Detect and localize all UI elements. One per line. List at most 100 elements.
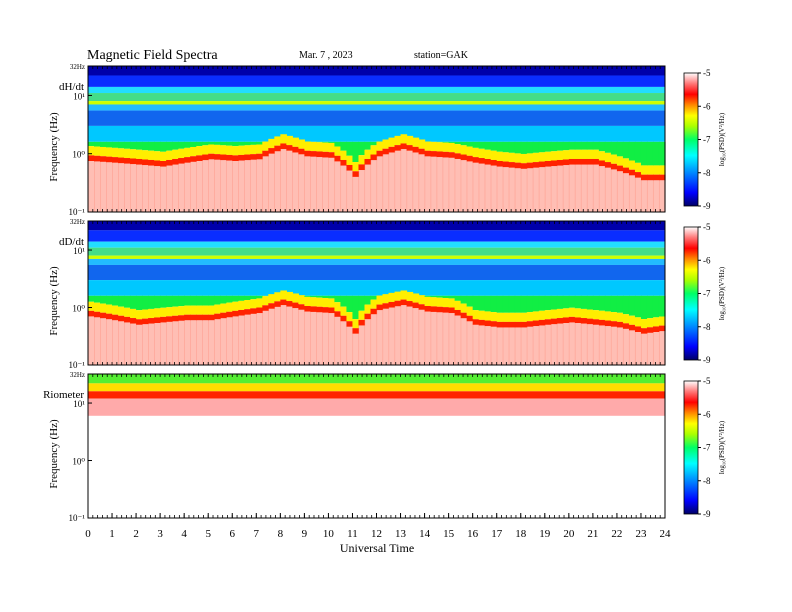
psd-cell xyxy=(401,300,408,306)
psd-cell xyxy=(629,325,636,331)
psd-cell xyxy=(316,142,323,151)
psd-cell xyxy=(226,146,233,155)
psd-cell xyxy=(226,312,233,318)
psd-cell xyxy=(172,321,179,365)
psd-cell xyxy=(274,301,281,307)
psd-cell xyxy=(238,161,245,212)
psd-cell xyxy=(473,319,480,325)
psd-cell xyxy=(268,148,275,154)
psd-cell xyxy=(479,296,486,311)
psd-cell xyxy=(124,142,131,149)
psd-cell xyxy=(431,306,438,312)
colorbar-tick-label: -8 xyxy=(703,322,711,332)
psd-cell xyxy=(178,158,185,164)
psd-cell xyxy=(298,295,305,304)
psd-cell xyxy=(413,303,420,309)
psd-cell xyxy=(437,142,444,151)
psd-cell xyxy=(334,311,341,317)
psd-cell xyxy=(262,311,269,365)
psd-cell xyxy=(461,160,468,212)
psd-cell xyxy=(88,155,95,161)
psd-cell xyxy=(467,307,474,316)
y-axis-label: Frequency (Hz) xyxy=(48,419,60,489)
psd-cell xyxy=(389,147,396,153)
psd-cell xyxy=(431,296,438,297)
psd-cell xyxy=(503,167,510,212)
spectrogram-panel: 32Hz 10¹ 10⁰ 10⁻¹ dH/dt Frequency (Hz) -5 -6 -7 -… xyxy=(48,63,726,217)
psd-cell xyxy=(166,296,173,307)
psd-cell xyxy=(136,319,143,325)
psd-cell xyxy=(551,310,558,319)
psd-cell xyxy=(190,147,197,156)
psd-cell xyxy=(521,313,528,322)
psd-cell xyxy=(352,177,359,212)
psd-cell xyxy=(172,142,179,150)
psd-cell xyxy=(509,296,516,313)
psd-cell xyxy=(334,147,341,156)
psd-cell xyxy=(118,296,125,307)
psd-cell xyxy=(461,155,468,161)
psd-cell xyxy=(575,150,582,159)
psd-cell xyxy=(551,142,558,151)
psd-cell xyxy=(527,168,534,212)
psd-cell xyxy=(172,307,179,316)
psd-cell xyxy=(479,142,486,149)
psd-cell xyxy=(346,171,353,212)
x-tick-label: 3 xyxy=(157,528,163,540)
colorbar-tick-label: -8 xyxy=(703,168,711,178)
psd-cell xyxy=(202,306,209,315)
psd-cell xyxy=(587,324,594,365)
psd-cell xyxy=(304,156,311,212)
psd-cell xyxy=(112,157,119,163)
psd-cell xyxy=(106,319,113,365)
psd-cell xyxy=(316,307,323,313)
psd-cell xyxy=(533,321,540,327)
x-tick-label: 14 xyxy=(419,528,431,540)
psd-cell xyxy=(292,147,299,153)
psd-cell xyxy=(304,297,311,306)
psd-cell xyxy=(485,142,492,150)
psd-cell xyxy=(364,305,371,314)
psd-cell xyxy=(641,175,648,181)
psd-cell xyxy=(641,180,648,212)
psd-cell xyxy=(304,296,311,297)
psd-cell xyxy=(389,138,396,147)
psd-cell xyxy=(545,319,552,325)
psd-cell xyxy=(148,309,155,318)
psd-cell xyxy=(88,311,95,317)
psd-cell xyxy=(328,298,335,307)
psd-cell xyxy=(220,145,227,154)
psd-cell xyxy=(551,324,558,365)
psd-cell xyxy=(118,321,125,365)
psd-cell xyxy=(214,142,221,145)
psd-cell xyxy=(647,175,654,181)
psd-cell xyxy=(208,144,215,153)
psd-cell xyxy=(226,317,233,365)
psd-cell xyxy=(557,160,564,166)
psd-cell xyxy=(370,160,377,212)
psd-cell xyxy=(569,296,576,308)
psd-cell xyxy=(172,165,179,212)
psd-cell xyxy=(268,303,275,309)
psd-cell xyxy=(154,296,161,309)
psd-cell xyxy=(136,165,143,212)
psd-cell xyxy=(539,325,546,365)
x-tick-label: 9 xyxy=(302,528,308,540)
psd-cell xyxy=(593,319,600,325)
psd-cell xyxy=(395,292,402,301)
x-tick-label: 10 xyxy=(323,528,335,540)
psd-cell xyxy=(94,142,101,147)
psd-cell xyxy=(611,169,618,212)
spectrogram-panel: 32Hz10¹10⁰10⁻¹RiometerFrequency (Hz)-5-6… xyxy=(43,371,726,523)
psd-cell xyxy=(202,320,209,365)
psd-cell xyxy=(623,173,630,212)
psd-cell xyxy=(455,310,462,316)
psd-cell xyxy=(443,143,450,152)
psd-cell xyxy=(172,150,179,159)
psd-cell xyxy=(280,300,287,306)
psd-cell xyxy=(190,162,197,212)
psd-cell xyxy=(443,298,450,307)
psd-cell xyxy=(202,315,209,321)
psd-band xyxy=(88,248,665,256)
psd-band xyxy=(88,111,665,126)
